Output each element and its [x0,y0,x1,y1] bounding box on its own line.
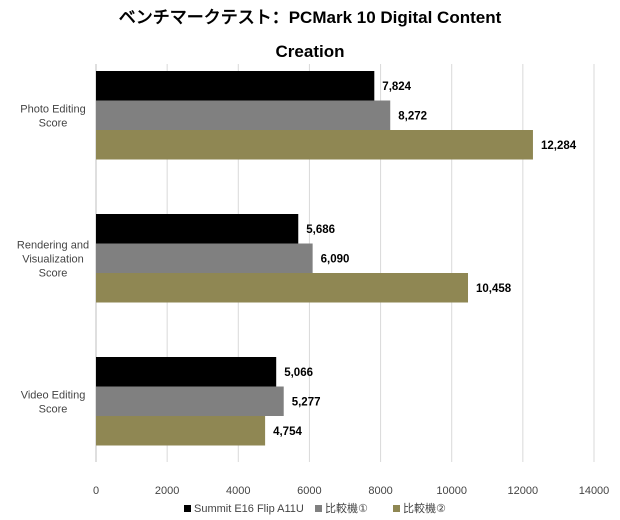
data-label: 6,090 [321,253,350,265]
data-label: 5,066 [284,367,313,379]
category-label: Rendering and [17,239,89,251]
bar [96,357,277,387]
bar [96,71,375,101]
data-label: 4,754 [273,426,302,438]
bar [96,273,469,303]
x-tick-label: 12000 [508,485,539,497]
x-tick-label: 8000 [368,485,392,497]
data-label: 5,686 [306,224,335,236]
category-label: Photo Editing [20,103,85,115]
x-tick-label: 4000 [226,485,250,497]
legend-label: 比較機① [325,501,368,515]
bar [96,416,266,446]
legend-swatch [184,505,191,512]
legend-swatch [315,505,322,512]
chart-title-line2: Creation [276,42,345,61]
bar [96,100,391,130]
data-label: 5,277 [292,396,321,408]
x-tick-label: 6000 [297,485,321,497]
data-label: 7,824 [382,81,411,93]
bar [96,130,533,160]
x-tick-label: 2000 [155,485,179,497]
category-label: Visualization [22,253,84,265]
category-label: Score [39,267,68,279]
category-label: Score [39,403,68,415]
legend-label: Summit E16 Flip A11U [194,503,304,515]
data-label: 10,458 [476,283,512,295]
data-label: 8,272 [398,110,427,122]
legend-swatch [393,505,400,512]
bar [96,386,284,416]
bar [96,243,313,273]
bar [96,214,299,244]
category-label: Score [39,117,68,129]
x-tick-label: 14000 [579,485,610,497]
legend-label: 比較機② [403,501,446,515]
x-tick-label: 0 [93,485,99,497]
chart-title-line1: ベンチマークテスト：PCMark 10 Digital Content [119,8,502,27]
x-tick-label: 10000 [436,485,467,497]
data-label: 12,284 [541,140,577,152]
category-label: Video Editing [21,389,86,401]
